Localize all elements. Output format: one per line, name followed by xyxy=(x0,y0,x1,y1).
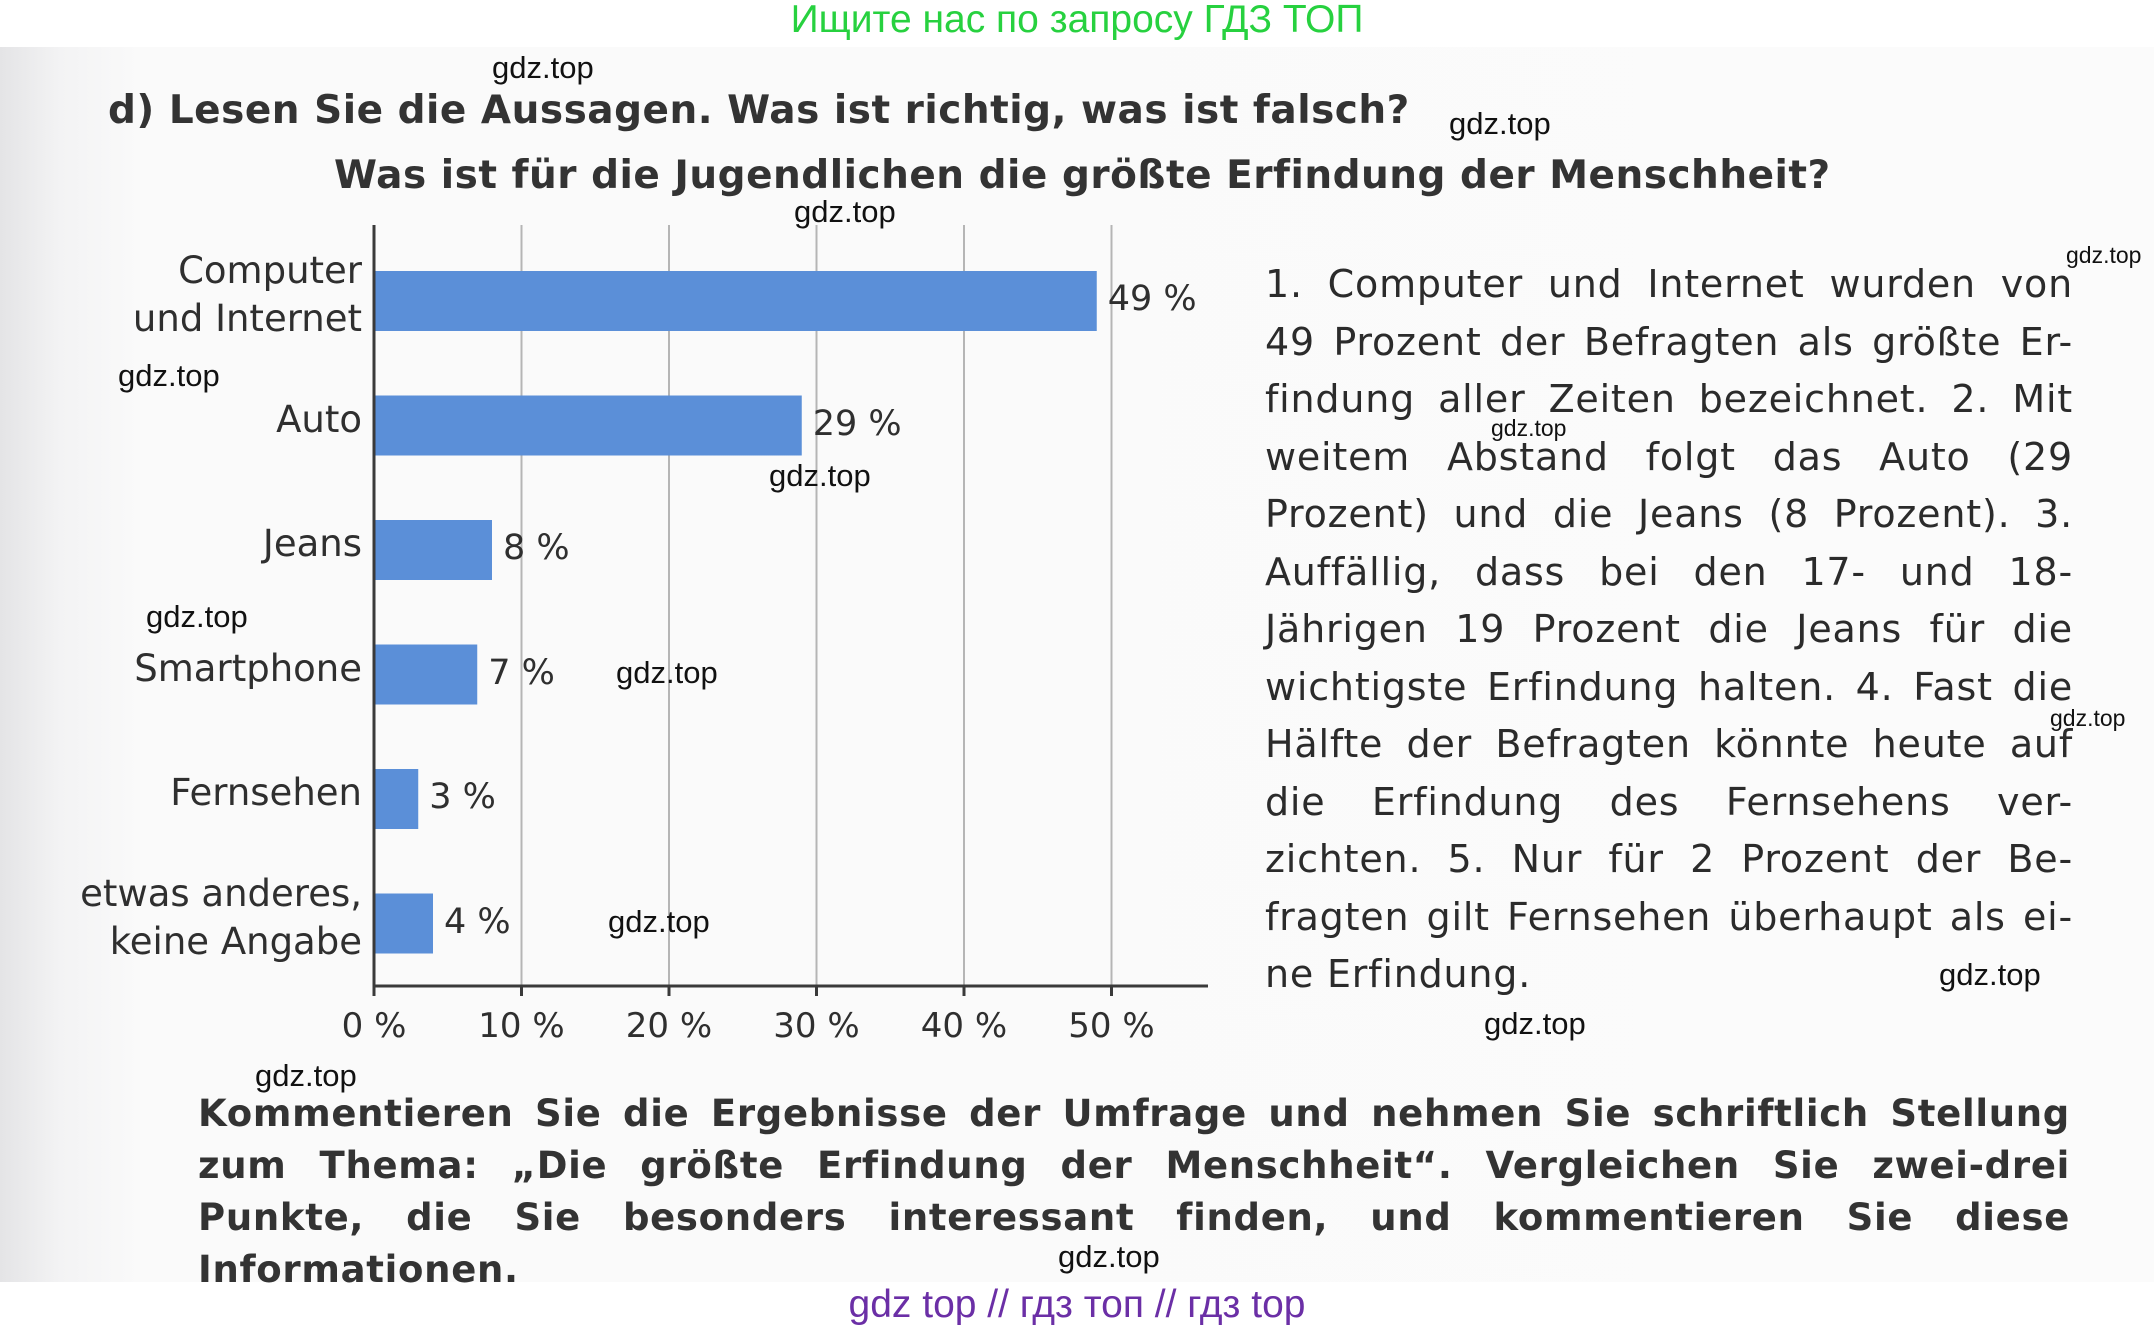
category-label: Auto xyxy=(276,396,362,444)
value-label: 8 % xyxy=(503,528,570,568)
watermark: gdz.top xyxy=(118,358,220,393)
category-label-line: Smartphone xyxy=(134,646,362,690)
statements-text: 1. Computer und Internet wurden von 49 P… xyxy=(1265,262,2073,996)
value-label: 7 % xyxy=(488,652,555,693)
category-label-line: Jeans xyxy=(262,522,362,565)
exercise-heading: d) Lesen Sie die Aussagen. Was ist richt… xyxy=(108,88,1410,133)
x-tick-label: 10 % xyxy=(478,1006,565,1046)
bar xyxy=(374,893,433,954)
category-label-line: keine Angabe xyxy=(109,919,362,963)
task-text: Kommentieren Sie die Ergebnisse der Umfr… xyxy=(198,1092,2070,1291)
watermark: gdz.top xyxy=(2050,705,2126,731)
watermark: gdz.top xyxy=(492,50,594,85)
watermark: gdz.top xyxy=(616,655,718,690)
category-label: Jeans xyxy=(263,520,362,568)
textbook-page xyxy=(0,47,2154,1282)
bar xyxy=(374,271,1097,331)
watermark: gdz.top xyxy=(146,599,248,634)
category-label: Computer und Internet xyxy=(133,247,362,343)
category-label-line: Auto xyxy=(276,397,362,441)
bar xyxy=(374,395,802,456)
bar xyxy=(374,520,492,580)
category-label-line: Computer xyxy=(178,249,362,292)
top-banner: Ищите нас по запросу ГДЗ ТОП xyxy=(790,0,1364,41)
x-tick-label: 0 % xyxy=(341,1006,407,1046)
x-tick-label: 50 % xyxy=(1068,1006,1155,1046)
bar xyxy=(374,769,419,829)
category-label-line: etwas anderes, xyxy=(80,871,362,915)
category-label: Fernsehen xyxy=(170,769,362,817)
value-label: 3 % xyxy=(429,777,496,817)
bottom-banner: gdz top // гдз топ // гдз top xyxy=(848,1283,1306,1326)
watermark: gdz.top xyxy=(1449,106,1551,141)
watermark: gdz.top xyxy=(794,194,896,229)
category-label: etwas anderes, keine Angabe xyxy=(80,870,362,966)
watermark: gdz.top xyxy=(255,1058,357,1093)
watermark: gdz.top xyxy=(1491,415,1567,441)
watermark: gdz.top xyxy=(608,904,710,939)
category-label-line: Fernsehen xyxy=(170,771,362,814)
chart-title: Was ist für die Jugendlichen die größte … xyxy=(334,153,1831,198)
category-label: Smartphone xyxy=(134,645,362,693)
watermark: gdz.top xyxy=(1058,1239,1160,1274)
watermark: gdz.top xyxy=(1939,957,2041,992)
value-label: 49 % xyxy=(1107,279,1197,319)
value-label: 4 % xyxy=(444,901,511,942)
watermark: gdz.top xyxy=(2066,242,2142,268)
x-tick-label: 40 % xyxy=(920,1006,1008,1046)
watermark: gdz.top xyxy=(769,458,871,493)
x-tick-label: 30 % xyxy=(773,1006,860,1046)
x-tick-label: 20 % xyxy=(625,1006,713,1046)
category-label-line: und Internet xyxy=(132,297,362,340)
value-label: 29 % xyxy=(812,403,902,444)
watermark: gdz.top xyxy=(1484,1006,1586,1041)
bar xyxy=(374,644,478,705)
